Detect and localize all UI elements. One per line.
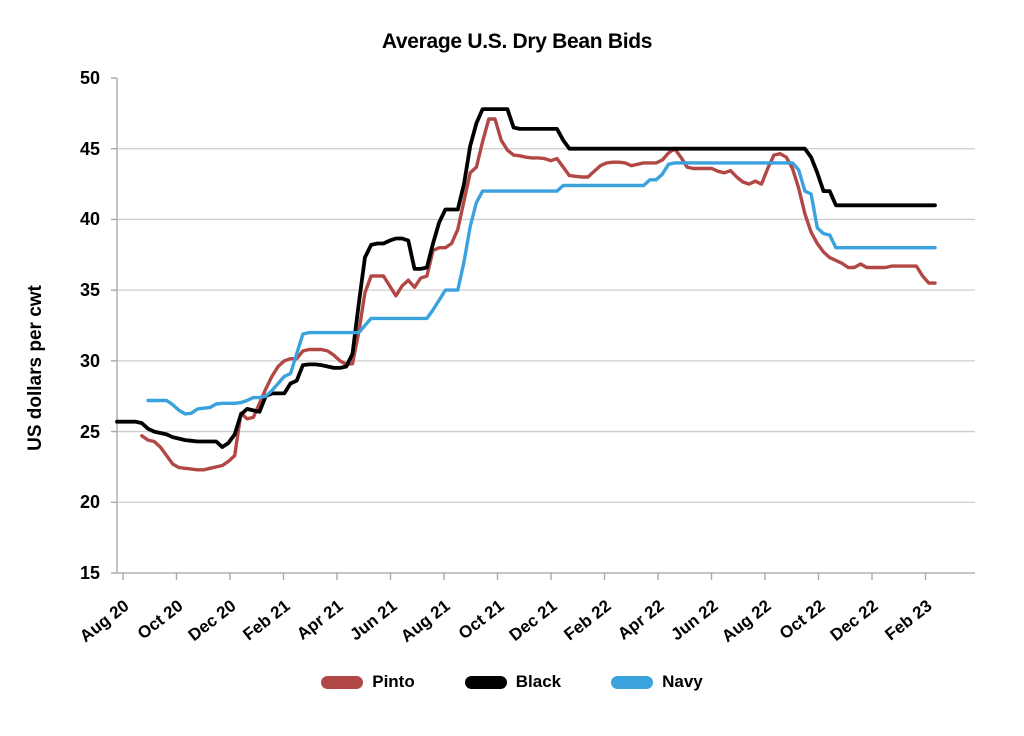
- y-tick-label: 50: [79, 68, 100, 88]
- black-series-line: [115, 107, 937, 450]
- legend: Pinto Black Navy: [0, 672, 1024, 692]
- y-tick-label: 45: [79, 138, 100, 159]
- y-tick-label: 20: [79, 492, 100, 513]
- y-tick-label: 35: [79, 280, 100, 301]
- black-swatch-icon: [464, 675, 507, 689]
- y-tick-label: 30: [79, 350, 100, 371]
- y-tick-label: 25: [79, 421, 100, 442]
- navy-swatch-icon: [611, 675, 654, 689]
- navy-series-line: [146, 161, 937, 416]
- legend-item-navy: Navy: [611, 672, 703, 692]
- pinto-series-line: [140, 117, 937, 472]
- legend-item-black: Black: [464, 672, 562, 692]
- legend-label: Navy: [662, 672, 703, 691]
- legend-label: Pinto: [372, 672, 415, 691]
- legend-label: Black: [515, 672, 562, 691]
- y-tick-label: 15: [79, 563, 100, 583]
- pinto-swatch-icon: [321, 675, 364, 689]
- y-tick-label: 40: [79, 209, 100, 230]
- legend-item-pinto: Pinto: [321, 672, 415, 692]
- chart-title: Average U.S. Dry Bean Bids: [381, 30, 653, 53]
